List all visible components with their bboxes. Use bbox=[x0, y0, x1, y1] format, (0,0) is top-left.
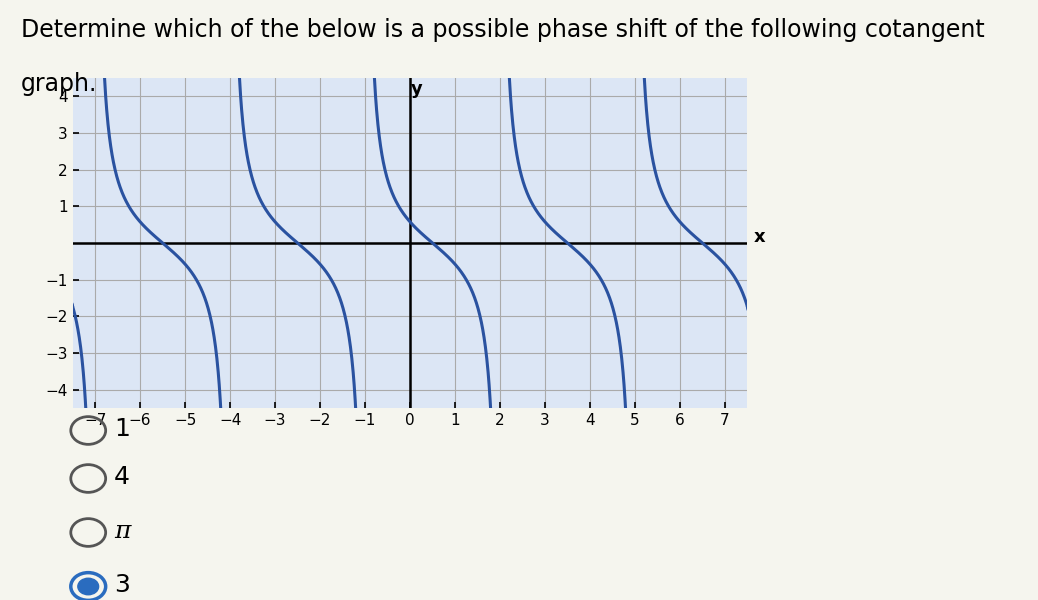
Text: y: y bbox=[411, 80, 422, 98]
Text: graph.: graph. bbox=[21, 72, 98, 96]
Text: 3: 3 bbox=[114, 573, 130, 597]
Text: Determine which of the below is a possible phase shift of the following cotangen: Determine which of the below is a possib… bbox=[21, 18, 984, 42]
Circle shape bbox=[78, 578, 99, 595]
Text: 4: 4 bbox=[114, 465, 130, 489]
Text: x: x bbox=[754, 229, 766, 247]
Text: π: π bbox=[114, 520, 131, 542]
Text: 1: 1 bbox=[114, 417, 130, 441]
